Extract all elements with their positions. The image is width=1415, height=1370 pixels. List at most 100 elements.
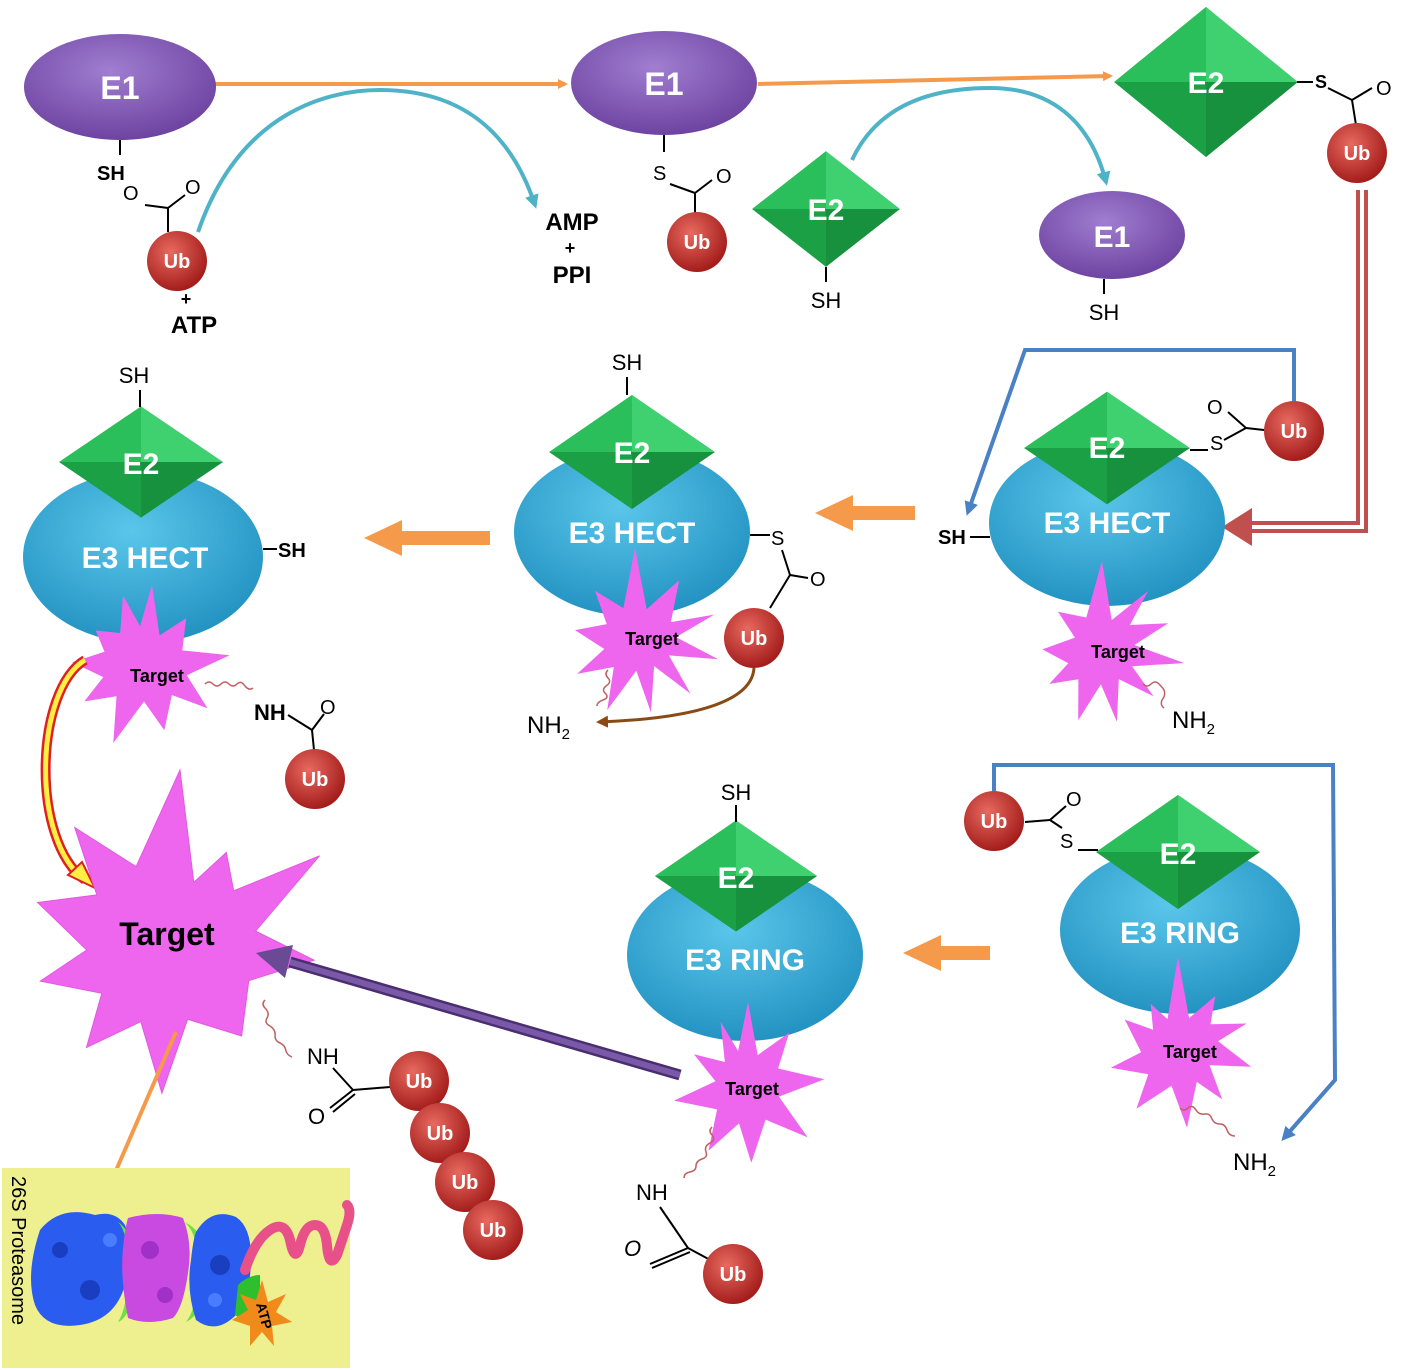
o-label: O — [1207, 397, 1223, 419]
sh-label: SH — [811, 288, 842, 313]
sh-label: SH — [97, 163, 125, 185]
o-label: O — [810, 569, 826, 591]
nh-label: NH — [636, 1180, 668, 1205]
ub-label: Ub — [741, 628, 768, 650]
e1-label: E1 — [644, 66, 683, 102]
e1-label: E1 — [1094, 221, 1131, 254]
target-protein — [575, 548, 719, 713]
proteasome-26s: 26S Proteasome ATP — [2, 1168, 355, 1368]
o-label: O — [716, 166, 732, 188]
ub-bead — [703, 1244, 763, 1304]
ub-bead — [1264, 401, 1324, 461]
o-label: O — [123, 183, 139, 205]
ub-label: Ub — [164, 251, 191, 273]
e1-enzyme — [24, 34, 216, 140]
target-protein — [36, 768, 320, 1095]
arrow-e1s-to-e2 — [757, 71, 1113, 86]
arrow-release-target — [40, 655, 89, 885]
e3-ring-enzyme — [1060, 846, 1300, 1014]
e3-ring-label: E3 RING — [685, 944, 805, 977]
ub-bead — [410, 1103, 470, 1163]
sh-label: SH — [612, 350, 643, 375]
amp-label: AMP — [545, 209, 598, 236]
nh-label: NH — [254, 700, 286, 725]
nh2-label: NH2 — [527, 712, 570, 743]
e1-enzyme — [571, 31, 757, 135]
ub-label: Ub — [427, 1123, 454, 1145]
e2-label: E2 — [1188, 67, 1225, 100]
target-protein — [1042, 561, 1185, 722]
sh-label: SH — [1089, 300, 1120, 325]
ub-label: Ub — [720, 1264, 747, 1286]
e3-hect-label: E3 HECT — [82, 542, 209, 575]
e2-label: E2 — [808, 194, 845, 227]
s-label: S — [1315, 72, 1327, 92]
target-protein — [72, 585, 230, 743]
e3-ring-label: E3 RING — [1120, 917, 1240, 950]
ub-bead — [1327, 123, 1387, 183]
target-label: Target — [1163, 1042, 1217, 1062]
s-label: S — [1060, 831, 1073, 853]
e3-hect-enzyme — [23, 471, 263, 643]
ub-bead — [285, 749, 345, 809]
arrow-atp-to-amp — [196, 87, 539, 233]
proteasome-label: 26S Proteasome — [7, 1176, 29, 1325]
ub-label: Ub — [1281, 421, 1308, 443]
sh-label: SH — [119, 363, 150, 388]
ub-label: Ub — [1344, 143, 1371, 165]
target-label: Target — [1091, 642, 1145, 662]
s-label: S — [1210, 433, 1223, 455]
target-protein — [674, 1002, 825, 1163]
ub-bead — [435, 1152, 495, 1212]
e2-label: E2 — [614, 437, 651, 470]
e2-label: E2 — [1089, 432, 1126, 465]
e2-label: E2 — [1160, 838, 1197, 871]
e3-hect-enzyme — [514, 448, 750, 616]
sh-label: SH — [938, 527, 966, 549]
sh-label: SH — [278, 540, 306, 562]
plus-label: + — [565, 238, 576, 258]
ub-label: Ub — [302, 769, 329, 791]
e3-hect-label: E3 HECT — [569, 517, 696, 550]
s-label: S — [771, 528, 784, 550]
ub-label: Ub — [452, 1172, 479, 1194]
ub-bead — [463, 1200, 523, 1260]
ub-bead — [964, 791, 1024, 851]
e1-label: E1 — [100, 70, 139, 106]
o-label: O — [185, 177, 201, 199]
e2-label: E2 — [123, 448, 160, 481]
e3-hect-label: E3 HECT — [1044, 507, 1171, 540]
o-label: O — [320, 697, 336, 719]
ub-label: Ub — [981, 811, 1008, 833]
nh2-label: NH2 — [1172, 707, 1215, 738]
o-label: O — [1376, 78, 1392, 100]
nh2-label: NH2 — [1233, 1149, 1276, 1180]
arrow-ub-to-target-amine — [992, 763, 1338, 1142]
ub-bead — [147, 231, 207, 291]
s-label: S — [653, 163, 666, 185]
target-label: Target — [119, 916, 215, 952]
target-label: Target — [130, 666, 184, 686]
target-label: Target — [725, 1079, 779, 1099]
o-label: O — [624, 1236, 641, 1261]
sh-label: SH — [721, 780, 752, 805]
arrow-e2-to-e3-hect — [1245, 190, 1368, 533]
ub-label: Ub — [406, 1071, 433, 1093]
ub-bead — [724, 608, 784, 668]
atp-label: ATP — [171, 312, 217, 339]
e3-hect-enzyme — [989, 440, 1225, 606]
nh-label: NH — [307, 1044, 339, 1069]
e3-ring-enzyme — [627, 869, 863, 1041]
proteasome-atp-label: ATP — [253, 1301, 275, 1331]
e2-label: E2 — [718, 862, 755, 895]
plus-label: + — [181, 289, 192, 309]
arrow-ub-to-hect-cys — [964, 348, 1296, 516]
ub-bead — [389, 1051, 449, 1111]
target-protein — [1110, 957, 1252, 1128]
arrow-e2-releases-e1 — [850, 85, 1111, 186]
target-label: Target — [625, 629, 679, 649]
o-label: O — [1066, 789, 1082, 811]
e1-enzyme — [1039, 191, 1185, 279]
arrow-ub-to-target — [596, 667, 756, 728]
